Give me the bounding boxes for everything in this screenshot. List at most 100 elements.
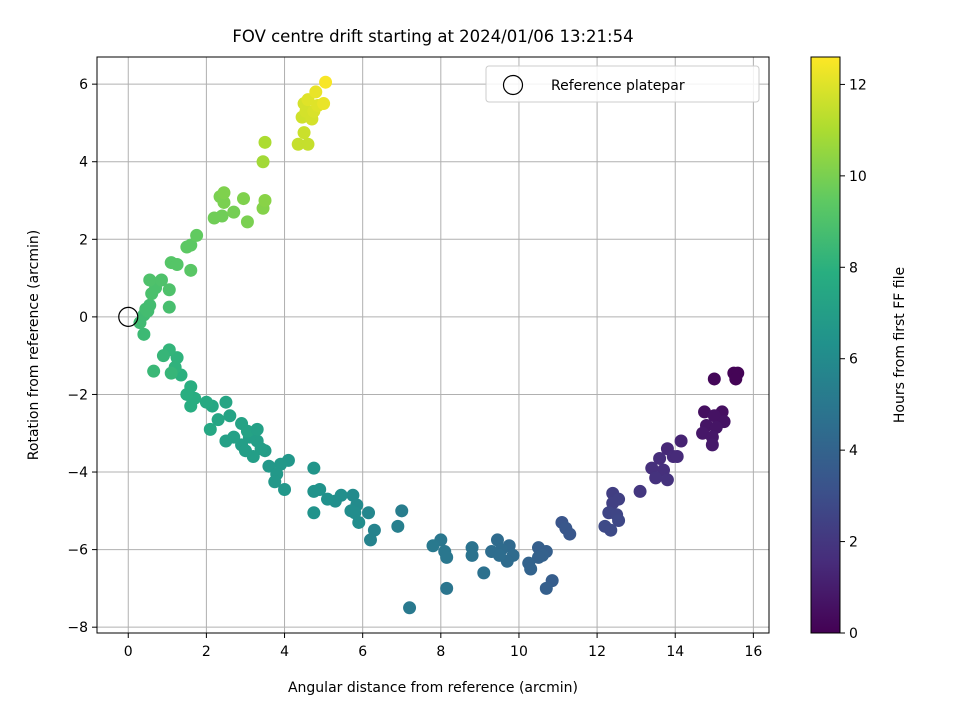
x-tick-label: 4	[280, 644, 289, 660]
data-point	[217, 186, 231, 200]
data-point	[403, 601, 417, 615]
data-point	[199, 395, 213, 409]
data-point	[344, 504, 358, 518]
data-point	[307, 506, 321, 520]
data-point	[612, 514, 626, 528]
legend: Reference platepar	[485, 65, 760, 103]
data-point	[215, 209, 229, 223]
data-point	[143, 273, 157, 287]
x-tick-label: 0	[124, 644, 133, 660]
colorbar-tick-label: 12	[849, 77, 867, 93]
data-point	[258, 135, 272, 149]
y-axis-ticks: −8 −6 −4 −2 0 2 4 6	[67, 77, 97, 636]
data-point	[696, 426, 710, 440]
data-point	[563, 527, 577, 541]
data-point	[698, 405, 712, 419]
data-point	[426, 539, 440, 553]
y-tick-label: −4	[67, 465, 88, 481]
x-tick-label: 12	[588, 644, 606, 660]
data-point	[297, 126, 311, 140]
data-point	[604, 523, 618, 537]
grid-lines	[97, 57, 769, 633]
y-tick-label: −2	[67, 387, 88, 403]
data-point	[180, 387, 194, 401]
data-point	[307, 461, 321, 475]
x-tick-label: 16	[744, 644, 762, 660]
colorbar-tick-label: 4	[849, 443, 858, 459]
data-point	[219, 434, 233, 448]
colorbar-tick-label: 10	[849, 169, 867, 185]
colorbar-ticks: 0 2 4 6 8 10 12	[840, 77, 867, 642]
data-point	[309, 85, 323, 99]
colorbar-label: Hours from first FF file	[892, 267, 908, 423]
data-point	[203, 422, 217, 436]
data-point	[524, 562, 538, 576]
data-point	[162, 300, 176, 314]
data-point	[670, 450, 684, 464]
data-point	[139, 302, 153, 316]
data-point	[223, 409, 237, 423]
data-point	[363, 533, 377, 547]
data-point	[319, 75, 333, 89]
colorbar: 0 2 4 6 8 10 12 Hours from first FF file	[810, 56, 908, 642]
data-point	[362, 506, 376, 520]
data-point	[190, 228, 204, 242]
data-point	[211, 413, 225, 427]
data-point	[170, 258, 184, 272]
x-tick-label: 6	[358, 644, 367, 660]
data-point	[154, 273, 168, 287]
data-point	[633, 484, 647, 498]
reference-platepar-marker	[118, 306, 139, 327]
data-point	[729, 372, 743, 386]
data-point	[268, 475, 282, 489]
y-tick-label: 2	[79, 232, 88, 248]
x-tick-label: 8	[436, 644, 445, 660]
colorbar-tick-label: 2	[849, 535, 858, 551]
data-point	[660, 473, 674, 487]
data-point	[531, 550, 545, 564]
colorbar-gradient	[810, 56, 841, 634]
data-point	[291, 137, 305, 151]
y-tick-label: 4	[79, 155, 88, 171]
data-point	[477, 566, 491, 580]
plot-frame	[96, 56, 770, 634]
x-axis-ticks: 0 2 4 6 8 10 12 14 16	[124, 633, 762, 660]
data-point	[184, 263, 198, 277]
colorbar-tick-label: 6	[849, 352, 858, 368]
data-point	[184, 238, 198, 252]
data-point	[539, 581, 553, 595]
y-tick-label: −8	[67, 620, 88, 636]
y-tick-label: 0	[79, 310, 88, 326]
data-point	[352, 515, 366, 529]
data-point	[278, 482, 292, 496]
y-tick-label: 6	[79, 77, 88, 93]
legend-marker-icon	[502, 74, 524, 96]
data-point	[321, 492, 335, 506]
data-point	[162, 283, 176, 297]
x-tick-label: 14	[666, 644, 684, 660]
data-point	[237, 192, 251, 206]
data-point	[492, 548, 506, 562]
data-point	[705, 438, 719, 452]
data-point	[440, 550, 454, 564]
data-point	[227, 205, 241, 219]
data-point	[156, 349, 170, 363]
data-point	[240, 424, 254, 438]
data-point	[250, 422, 264, 436]
data-point	[317, 97, 331, 111]
data-point	[147, 364, 161, 378]
data-point	[391, 519, 405, 533]
data-point	[219, 395, 233, 409]
x-tick-label: 10	[510, 644, 528, 660]
data-point	[137, 327, 151, 341]
colorbar-tick-label: 0	[849, 626, 858, 642]
scatter-points	[118, 75, 745, 615]
data-point	[395, 504, 409, 518]
legend-box	[485, 65, 760, 103]
chart-title: FOV centre drift starting at 2024/01/06 …	[232, 27, 633, 46]
y-axis-label: Rotation from reference (arcmin)	[26, 230, 42, 460]
x-tick-label: 2	[202, 644, 211, 660]
data-point	[307, 484, 321, 498]
data-point	[674, 434, 688, 448]
